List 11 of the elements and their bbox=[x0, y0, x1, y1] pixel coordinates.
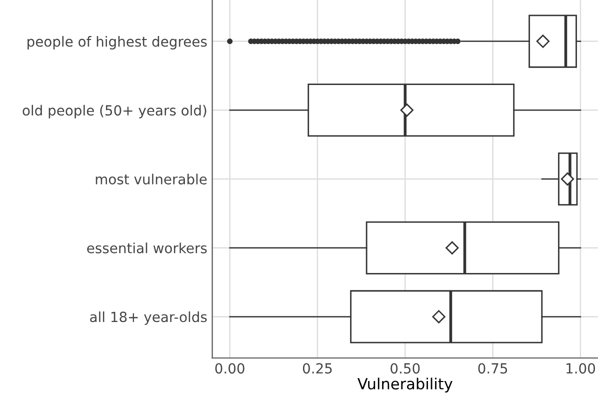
x-axis-title: Vulnerability bbox=[357, 378, 452, 392]
x-tick-label: 1.00 bbox=[566, 363, 596, 374]
x-tick-label: 0.75 bbox=[478, 363, 508, 374]
x-tick-label: 0.00 bbox=[215, 363, 244, 374]
y-tick-label: all 18+ year-olds bbox=[90, 311, 207, 325]
y-tick-label: old people (50+ years old) bbox=[22, 104, 206, 118]
y-tick-label: people of highest degrees bbox=[28, 36, 207, 50]
y-tick-label: most vulnerable bbox=[96, 174, 207, 184]
x-tick-label: 0.25 bbox=[302, 363, 332, 374]
y-tick-label: essential workers bbox=[87, 242, 207, 254]
x-tick-label: 0.50 bbox=[390, 363, 420, 374]
